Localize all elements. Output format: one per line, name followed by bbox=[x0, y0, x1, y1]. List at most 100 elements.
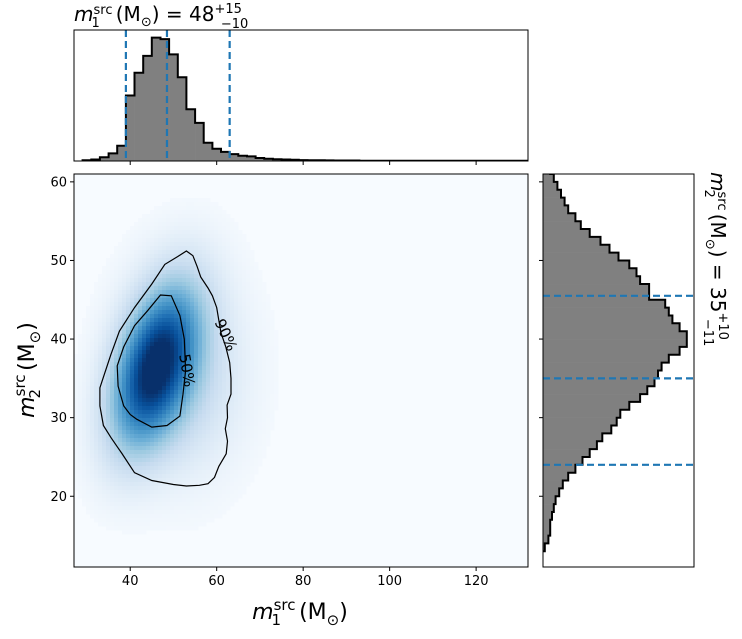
heatmap-cell bbox=[202, 470, 207, 475]
heatmap-cell bbox=[170, 314, 175, 319]
heatmap-cell bbox=[146, 294, 151, 299]
right-hist-bar bbox=[543, 221, 581, 230]
heatmap-cell bbox=[134, 462, 139, 467]
heatmap-cell bbox=[194, 518, 199, 523]
heatmap-cell bbox=[110, 506, 115, 511]
heatmap-cell bbox=[238, 330, 243, 335]
heatmap-cell bbox=[186, 406, 191, 411]
heatmap-cell bbox=[250, 418, 255, 423]
heatmap-cell bbox=[86, 306, 91, 311]
heatmap-cell bbox=[166, 246, 171, 251]
heatmap-cell bbox=[158, 422, 163, 427]
heatmap-cell bbox=[258, 278, 263, 283]
heatmap-cell bbox=[146, 254, 151, 259]
heatmap-cell bbox=[82, 370, 87, 375]
top-hist-bar bbox=[143, 55, 153, 161]
heatmap-cell bbox=[114, 266, 119, 271]
heatmap-cell bbox=[118, 418, 123, 423]
heatmap-cell bbox=[246, 418, 251, 423]
heatmap-cell bbox=[230, 314, 235, 319]
heatmap-cell bbox=[98, 314, 103, 319]
heatmap-cell bbox=[150, 482, 155, 487]
x-tick-label: 40 bbox=[122, 574, 139, 589]
heatmap-cell bbox=[94, 450, 99, 455]
heatmap-cell bbox=[82, 478, 87, 483]
heatmap-cell bbox=[210, 282, 215, 287]
heatmap-cell bbox=[122, 370, 127, 375]
heatmap-cell bbox=[234, 442, 239, 447]
heatmap-cell bbox=[174, 206, 179, 211]
heatmap-cell bbox=[122, 346, 127, 351]
heatmap-cell bbox=[150, 326, 155, 331]
heatmap-cell bbox=[126, 402, 131, 407]
heatmap-cell bbox=[182, 402, 187, 407]
heatmap-cell bbox=[94, 326, 99, 331]
heatmap-cell bbox=[266, 350, 271, 355]
heatmap-cell bbox=[122, 486, 127, 491]
heatmap-cell bbox=[134, 358, 139, 363]
right-hist-bar bbox=[543, 158, 548, 166]
heatmap-cell bbox=[98, 474, 103, 479]
heatmap-cell bbox=[94, 330, 99, 335]
heatmap-cell bbox=[218, 390, 223, 395]
heatmap-cell bbox=[154, 386, 159, 391]
heatmap-cell bbox=[150, 266, 155, 271]
heatmap-cell bbox=[266, 370, 271, 375]
heatmap-cell bbox=[118, 470, 123, 475]
heatmap-cell bbox=[158, 234, 163, 239]
heatmap-cell bbox=[254, 446, 259, 451]
heatmap-cell bbox=[194, 306, 199, 311]
heatmap-cell bbox=[198, 490, 203, 495]
heatmap-cell bbox=[154, 454, 159, 459]
heatmap-cell bbox=[158, 442, 163, 447]
heatmap-cell bbox=[74, 426, 79, 431]
heatmap-cell bbox=[234, 282, 239, 287]
heatmap-cell bbox=[166, 310, 171, 315]
heatmap-cell bbox=[202, 462, 207, 467]
heatmap-cell bbox=[178, 270, 183, 275]
heatmap-cell bbox=[170, 478, 175, 483]
heatmap-cell bbox=[202, 378, 207, 383]
heatmap-cell bbox=[178, 454, 183, 459]
heatmap-cell bbox=[186, 442, 191, 447]
heatmap-cell bbox=[198, 298, 203, 303]
heatmap-cell bbox=[190, 342, 195, 347]
heatmap-cell bbox=[170, 334, 175, 339]
heatmap-cell bbox=[162, 234, 167, 239]
heatmap-cell bbox=[122, 254, 127, 259]
heatmap-cell bbox=[222, 298, 227, 303]
heatmap-cell bbox=[222, 382, 227, 387]
heatmap-cell bbox=[114, 434, 119, 439]
heatmap-cell bbox=[78, 410, 83, 415]
heatmap-cell bbox=[186, 510, 191, 515]
heatmap-cell bbox=[162, 310, 167, 315]
heatmap-cell bbox=[158, 498, 163, 503]
heatmap-cell bbox=[98, 318, 103, 323]
heatmap-cell bbox=[234, 326, 239, 331]
heatmap-cell bbox=[186, 246, 191, 251]
heatmap-cell bbox=[106, 282, 111, 287]
heatmap-cell bbox=[158, 382, 163, 387]
heatmap-cell bbox=[206, 486, 211, 491]
heatmap-cell bbox=[270, 410, 275, 415]
right-hist-bar bbox=[543, 284, 650, 293]
heatmap-cell bbox=[166, 274, 171, 279]
heatmap-cell bbox=[190, 218, 195, 223]
heatmap-cell bbox=[126, 382, 131, 387]
heatmap-cell bbox=[202, 210, 207, 215]
heatmap-cell bbox=[178, 522, 183, 527]
heatmap-cell bbox=[210, 374, 215, 379]
heatmap-cell bbox=[242, 390, 247, 395]
heatmap-cell bbox=[106, 342, 111, 347]
heatmap-cell bbox=[162, 362, 167, 367]
heatmap-cell bbox=[238, 290, 243, 295]
heatmap-cell bbox=[190, 198, 195, 203]
heatmap-cell bbox=[242, 238, 247, 243]
heatmap-cell bbox=[162, 290, 167, 295]
heatmap-cell bbox=[194, 426, 199, 431]
heatmap-cell bbox=[186, 450, 191, 455]
heatmap-cell bbox=[222, 310, 227, 315]
heatmap-cell bbox=[150, 366, 155, 371]
heatmap-cell bbox=[130, 446, 135, 451]
heatmap-cell bbox=[202, 342, 207, 347]
